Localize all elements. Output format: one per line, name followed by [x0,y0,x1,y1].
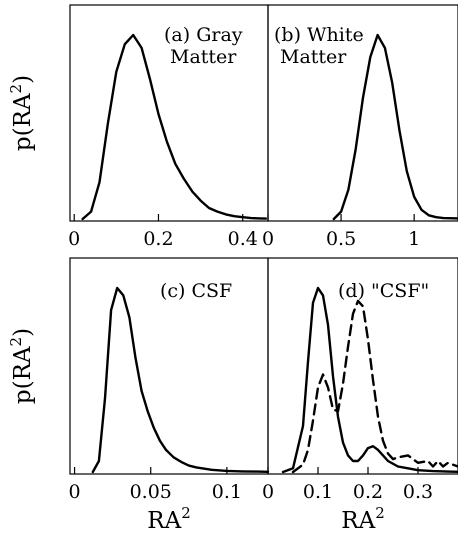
panel-gray-matter: 0 0.2 0.4 (a) Gray Matter p(RA2) [7,4,269,250]
panel-label: (d) "CSF" [338,280,429,302]
x-tick-label: 0.4 [228,228,258,250]
y-axis-title: p(RA2) [7,328,36,404]
x-tick-label: 1 [408,228,420,250]
x-tick-label: 0 [262,228,274,250]
series-line-solid [91,286,270,474]
x-axis-title: RA2 [147,504,190,534]
x-axis-title: RA2 [341,504,384,534]
x-tick-label: 0.1 [303,481,333,503]
x-tick-label: 0.3 [403,481,433,503]
x-tick-label: 0.2 [143,228,173,250]
series-line-solid [332,33,458,221]
x-tick-label: 0 [68,228,80,250]
x-tick-label: 0.05 [130,481,172,503]
panel-frame [267,4,458,222]
panel-label: (c) CSF [160,280,232,302]
panel-label: (b) White Matter [274,24,364,68]
series-line-solid [81,33,268,221]
x-tick-label: 0.5 [326,228,356,250]
panel-white-matter: 0 0.5 1 (b) White Matter [262,4,458,250]
x-tick-label: 0.2 [353,481,383,503]
panel-frame [267,257,458,475]
series-line-dashed [291,299,458,474]
panel-csf: 0 0.05 0.1 (c) CSF p(RA2) RA2 [7,257,270,534]
x-tick-label: 0 [262,481,274,503]
panel-csf-quoted: 0 0.1 0.2 0.3 (d) "CSF" RA2 [262,257,458,534]
x-tick-label: 0.1 [212,481,242,503]
panel-label: (a) Gray Matter [164,24,243,68]
series-line-solid [281,286,458,474]
x-tick-label: 0 [69,481,81,503]
y-axis-title: p(RA2) [7,75,36,151]
